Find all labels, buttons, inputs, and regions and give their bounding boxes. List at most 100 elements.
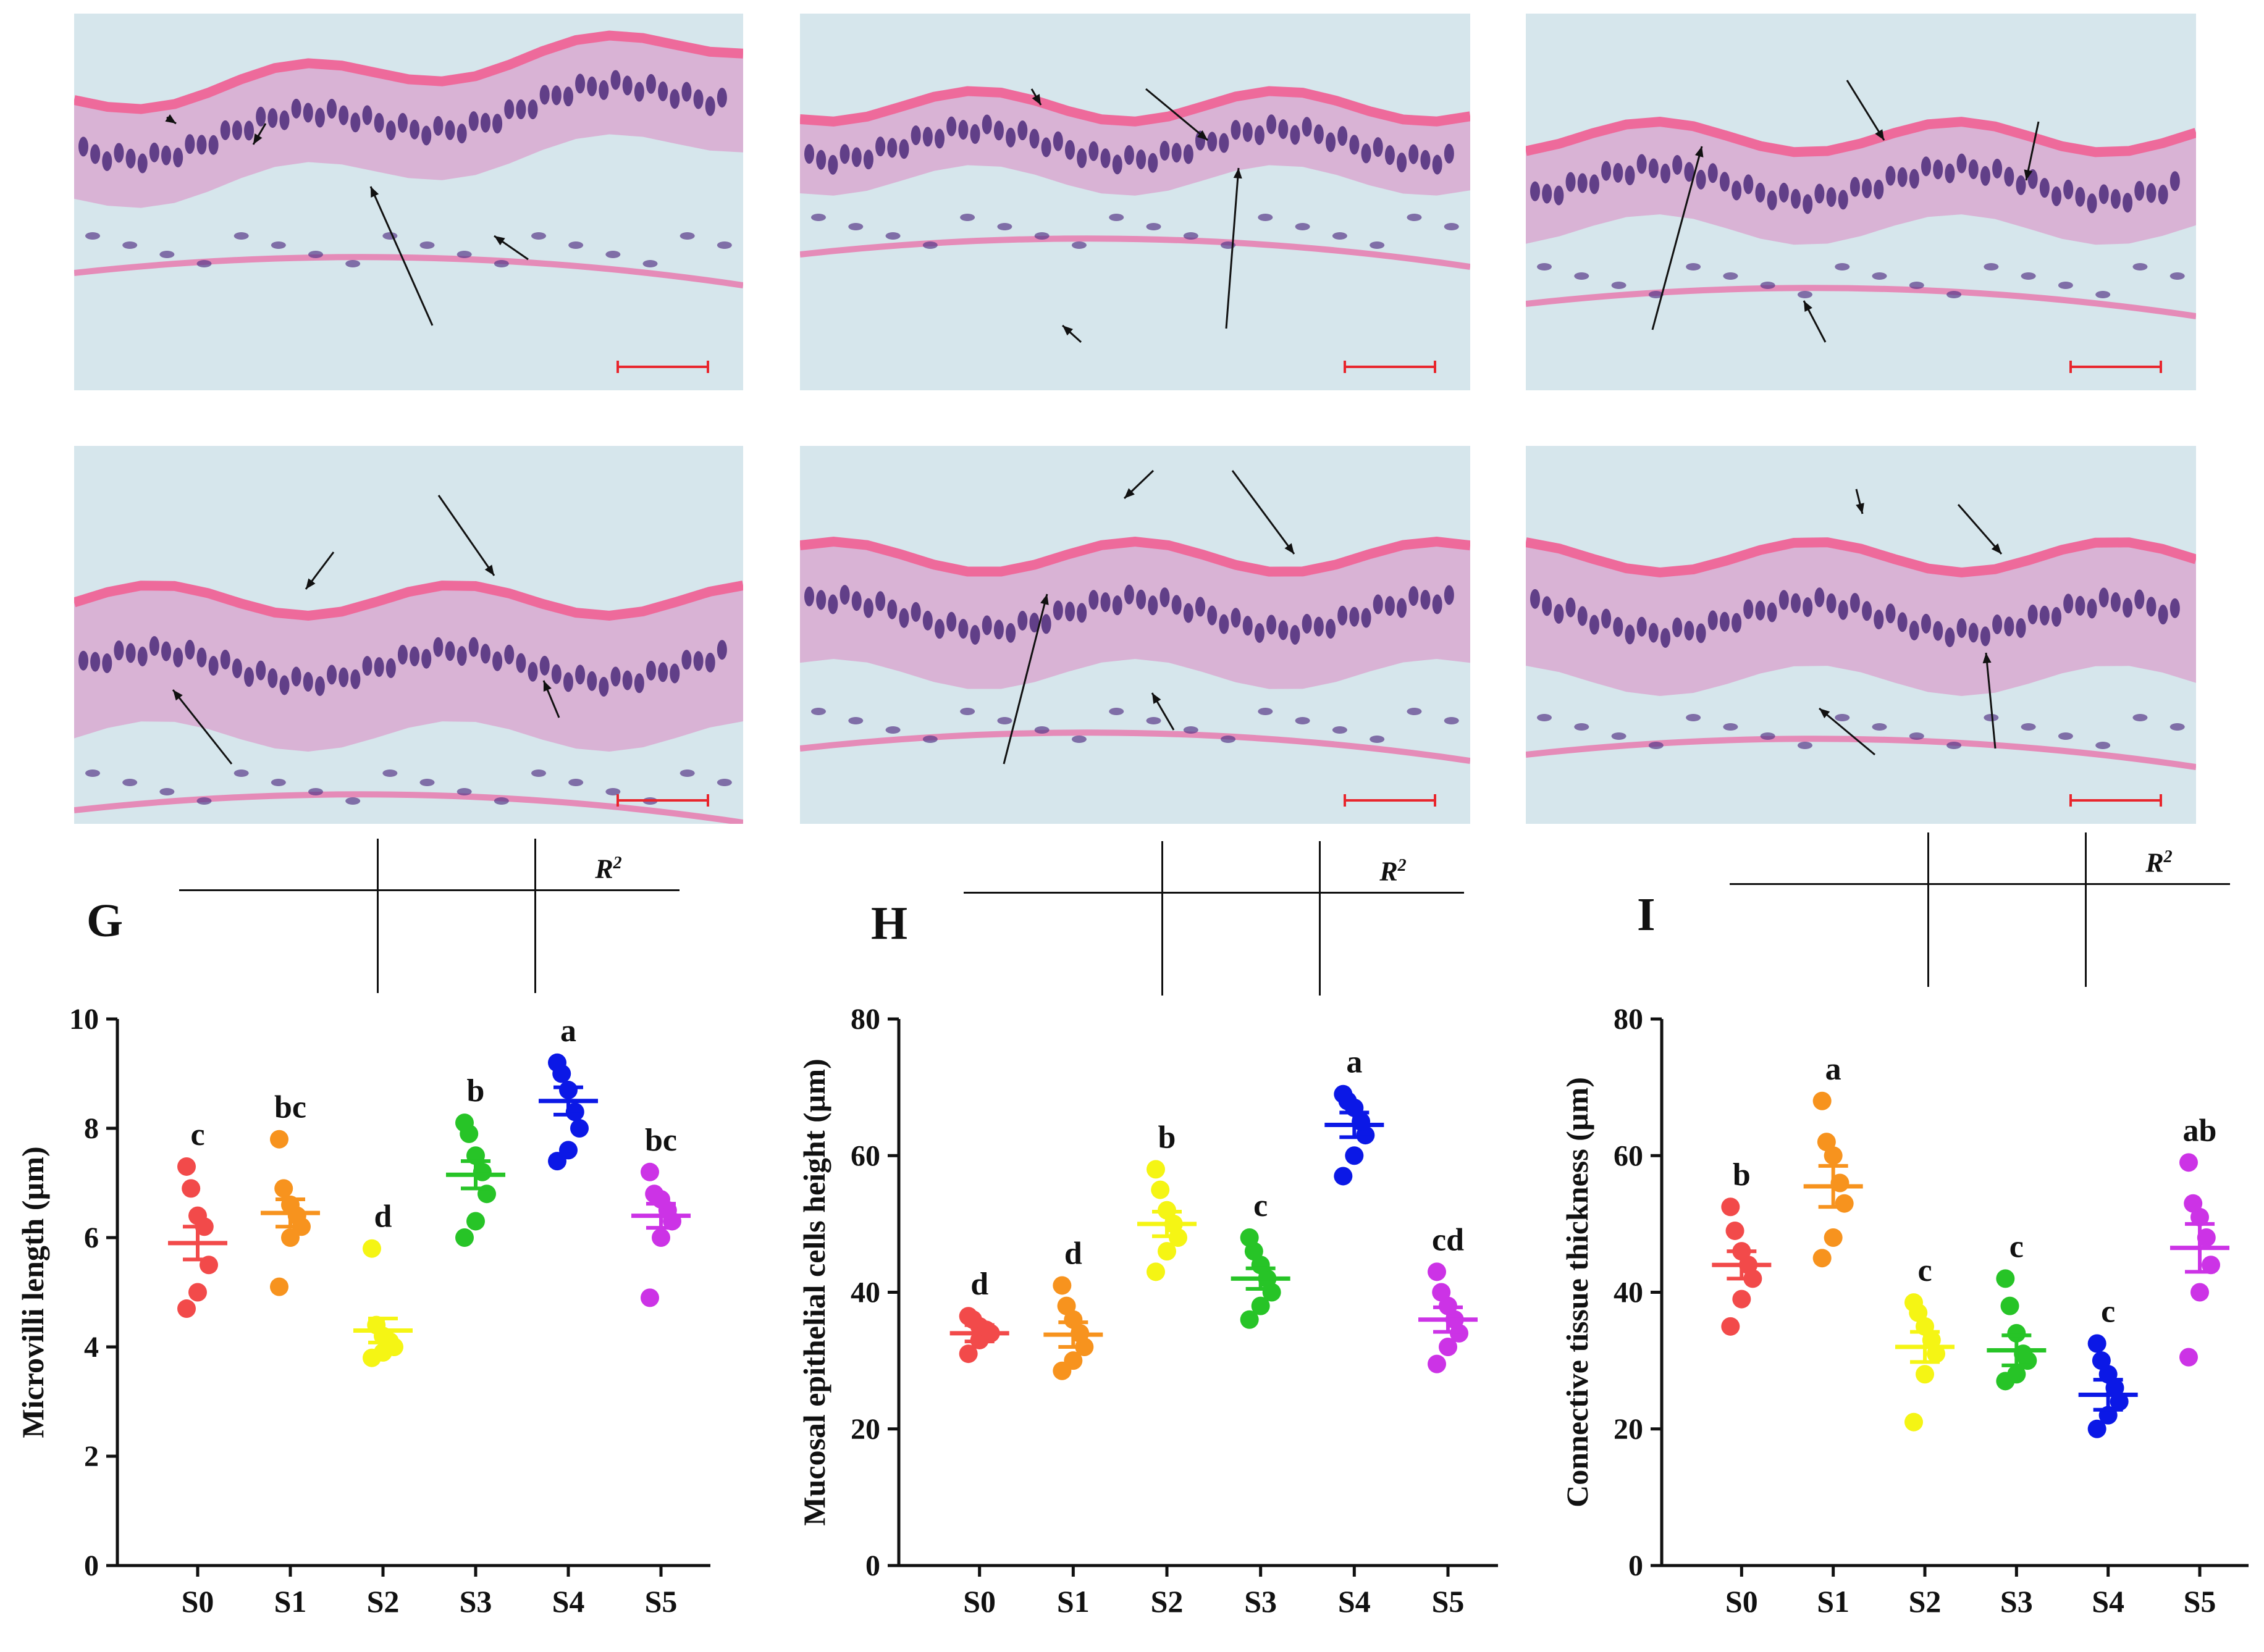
data-point (2179, 1153, 2198, 1172)
scale-bar (2069, 794, 2162, 807)
y-tick-label: 20 (1614, 1413, 1643, 1446)
annotation-arrowhead (1197, 130, 1208, 140)
data-point (1817, 1133, 1836, 1152)
significance-letter: b (1733, 1157, 1751, 1193)
annotation-arrow (1846, 80, 1885, 141)
x-tick-label: S5 (2184, 1584, 2216, 1619)
data-point (2190, 1283, 2209, 1302)
data-point (1916, 1365, 1934, 1384)
annotation-arrowhead (1991, 543, 2001, 554)
significance-letter: d (1064, 1236, 1082, 1271)
data-point (1996, 1269, 2015, 1288)
x-tick-label: S1 (1057, 1584, 1090, 1619)
y-tick-label: 60 (1614, 1139, 1643, 1172)
x-tick-label: S1 (1817, 1584, 1849, 1619)
x-tick-label: S2 (367, 1584, 400, 1619)
table-divider (1927, 832, 1929, 987)
tissue-illustration (1526, 80, 2196, 343)
annotation-arrowhead (1032, 94, 1041, 105)
data-point (270, 1130, 288, 1149)
header-r2: R2 (1319, 841, 1467, 897)
header-r2-base: R (2145, 847, 2164, 878)
data-point (1147, 1160, 1165, 1179)
table-rule (179, 889, 680, 891)
y-tick-label: 20 (851, 1413, 880, 1446)
annotation-arrowhead (253, 133, 263, 145)
header-r2: R2 (2085, 832, 2233, 888)
y-tick-label: 80 (851, 1003, 880, 1036)
data-point (641, 1288, 659, 1307)
histology-photo-B (800, 14, 1470, 390)
data-point (1432, 1283, 1451, 1302)
annotation-arrow (1651, 146, 1703, 330)
header-r2-sup: 2 (2163, 847, 2173, 866)
data-point (2179, 1348, 2198, 1367)
data-point (565, 1102, 584, 1122)
annotation-arrowhead (1284, 543, 1294, 554)
annotation-arrowhead (173, 690, 183, 701)
data-point (2197, 1228, 2216, 1247)
histology-photo-E (800, 446, 1470, 824)
data-point (177, 1157, 196, 1176)
y-tick-label: 0 (84, 1549, 99, 1582)
tissue-illustration (800, 469, 1470, 765)
y-axis-label: Connective tissue thickness (µm) (1560, 1077, 1594, 1507)
data-point (645, 1184, 664, 1204)
data-point (1151, 1180, 1170, 1199)
data-point (1732, 1289, 1751, 1309)
annotation-arrowhead (1856, 503, 1864, 514)
significance-letter: ab (2183, 1113, 2217, 1148)
annotation-arrowhead (1982, 653, 1992, 664)
header-r2-base: R (595, 853, 613, 884)
annotation-arrowhead (2024, 169, 2033, 180)
histology-photo-F (1526, 446, 2196, 824)
annotation-arrow (1819, 707, 1875, 756)
data-point (188, 1206, 207, 1225)
data-point (1240, 1310, 1259, 1329)
x-tick-label: S3 (1244, 1584, 1277, 1619)
data-point (1812, 1091, 1832, 1110)
data-point (1439, 1338, 1457, 1356)
data-point (1064, 1351, 1083, 1370)
x-tick-label: S1 (274, 1584, 307, 1619)
table-rule (964, 892, 1464, 894)
panel-label: H (871, 897, 908, 949)
significance-letter: c (2101, 1294, 2115, 1329)
significance-letter: b (1158, 1120, 1176, 1155)
annotation-arrow (1003, 593, 1048, 765)
scale-bar (1344, 794, 1436, 807)
data-point (1240, 1228, 1259, 1247)
significance-letter: bc (274, 1090, 306, 1125)
chart-microvilli-length: 0 2 4 6 8 10 Microvilli length (µm) S0 c S1 bc S2 d S… (15, 1003, 710, 1619)
significance-letter: d (970, 1267, 988, 1302)
significance-letter: a (1346, 1045, 1362, 1080)
annotation-arrowhead (1804, 301, 1812, 312)
significance-letter: c (190, 1117, 204, 1152)
data-point (1721, 1197, 1740, 1217)
data-point (188, 1283, 207, 1302)
annotation-arrowhead (1233, 168, 1242, 179)
data-point (1334, 1084, 1353, 1104)
x-tick-label: S4 (1338, 1584, 1371, 1619)
annotation-arrowhead (1819, 708, 1830, 718)
data-point (1251, 1296, 1270, 1315)
stat-table-I: R2 (1730, 832, 2236, 993)
annotation-arrowhead (165, 114, 176, 124)
chart-epithelial-height: 0 20 40 60 80 Mucosal epithelial cells height… (797, 1003, 1498, 1619)
annotation-arrowhead (494, 236, 505, 246)
data-point (1053, 1276, 1072, 1295)
y-tick-label: 40 (851, 1277, 880, 1309)
x-tick-label: S3 (2000, 1584, 2033, 1619)
data-point (1147, 1262, 1165, 1281)
data-point (2202, 1256, 2220, 1275)
y-tick-label: 6 (84, 1222, 99, 1254)
annotation-arrowhead (1063, 325, 1074, 336)
data-point (2184, 1194, 2203, 1213)
chart-connective-tissue: 0 20 40 60 80 Connective tissue thickness (µm… (1560, 1003, 2249, 1619)
significance-letter: bc (645, 1123, 677, 1158)
x-tick-label: S4 (552, 1584, 585, 1619)
scale-bar (2069, 361, 2162, 373)
data-point (1345, 1146, 1364, 1165)
annotation-arrowhead (1040, 594, 1049, 605)
data-point (455, 1228, 474, 1247)
